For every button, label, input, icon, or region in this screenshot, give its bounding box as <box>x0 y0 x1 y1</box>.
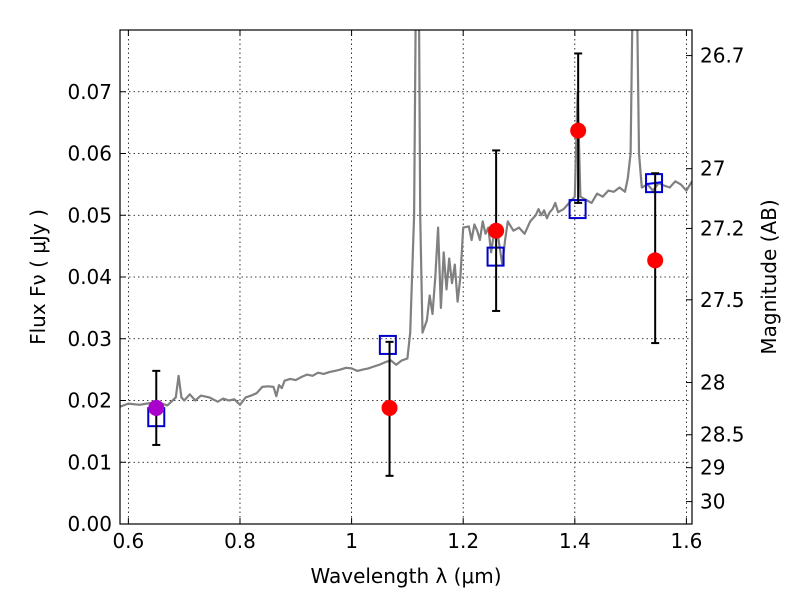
observed-point <box>148 399 165 416</box>
x-tick-label: 0.6 <box>112 529 144 553</box>
model-point <box>378 334 397 355</box>
y-tick-label: 0.04 <box>67 265 112 289</box>
y-axis-label: Flux Fν ( μJy ) <box>26 209 50 345</box>
y-tick-label: 0.03 <box>67 327 112 351</box>
x-tick-label: 0.8 <box>224 529 256 553</box>
mag-tick-label: 29 <box>700 456 725 480</box>
mag-tick-label: 27 <box>700 157 725 181</box>
x-tick-label: 1.6 <box>671 529 703 553</box>
y-tick-label: 0.01 <box>67 450 112 474</box>
mag-tick-label: 27.2 <box>700 216 745 240</box>
mag-tick-label: 26.7 <box>700 44 745 68</box>
x-axis-label: Wavelength λ (μm) <box>310 564 501 588</box>
mag-tick-label: 28 <box>700 371 725 395</box>
y-tick-label: 0.06 <box>67 142 112 166</box>
x-tick-label: 1.2 <box>447 529 479 553</box>
mag-tick-label: 28.5 <box>700 423 745 447</box>
observed-point <box>381 399 398 416</box>
y-axis-right-label: Magnitude (AB) <box>757 199 781 354</box>
x-tick-label: 1 <box>345 529 358 553</box>
mag-tick-label: 27.5 <box>700 288 745 312</box>
observed-point <box>570 122 587 139</box>
spectrum-line <box>120 30 692 408</box>
observed-point <box>488 222 505 239</box>
axis-ticks: 0.6 0.8 1 1.2 1.4 1.6 0.00 0.01 0.02 0.03 0.04 0.05… <box>67 30 745 553</box>
mag-tick-label: 30 <box>700 490 725 514</box>
grid-lines <box>120 30 692 525</box>
y-tick-label: 0.02 <box>67 389 112 413</box>
model-curve-segment <box>645 181 663 186</box>
y-tick-label: 0.00 <box>67 512 112 536</box>
x-tick-label: 1.4 <box>559 529 591 553</box>
y-tick-label: 0.05 <box>67 203 112 227</box>
observed-point <box>647 252 664 269</box>
plot-area <box>120 30 692 477</box>
y-tick-label: 0.07 <box>67 80 112 104</box>
